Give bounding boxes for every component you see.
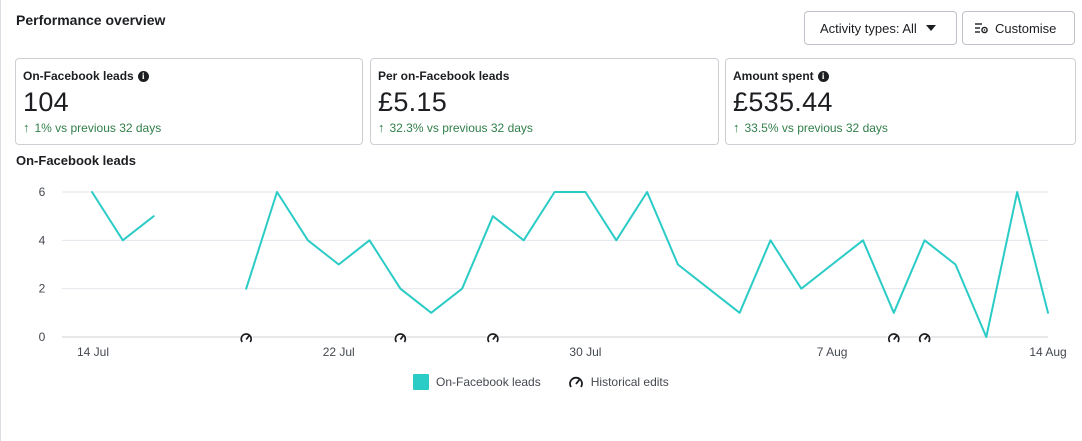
info-icon[interactable]: i [137, 70, 149, 82]
customise-label: Customise [995, 20, 1057, 36]
x-tick-label: 14 Aug [1029, 345, 1066, 359]
y-tick-label: 0 [39, 330, 46, 344]
customise-icon [975, 23, 988, 34]
metric-card-leads: On-Facebook leads i 104 ↑ 1% vs previous… [15, 58, 363, 145]
x-tick-label: 30 Jul [569, 345, 601, 359]
historical-edit-marker[interactable] [393, 331, 407, 345]
metric-delta: ↑ 33.5% vs previous 32 days [733, 120, 888, 135]
metric-value: 104 [23, 87, 69, 117]
activity-types-label: Activity types: All [820, 20, 917, 36]
line-chart: 0 2 4 6 14 Jul 22 Jul 30 Jul 7 Aug 14 Aug [39, 185, 1067, 359]
arrow-up-icon: ↑ [23, 120, 30, 135]
metric-label: On-Facebook leads i [23, 68, 355, 84]
historical-edit-marker[interactable] [239, 331, 253, 345]
metric-delta: ↑ 32.3% vs previous 32 days [378, 120, 533, 135]
info-icon[interactable]: i [817, 70, 829, 82]
metric-card-cost-per-lead: Per on-Facebook leads £5.15 ↑ 32.3% vs p… [370, 58, 719, 145]
historical-edit-icon [568, 376, 583, 388]
chart-legend: On-Facebook leads Historical edits [413, 374, 669, 390]
x-tick-label: 14 Jul [77, 345, 109, 359]
legend-item-historical-edits[interactable]: Historical edits [568, 375, 669, 389]
metric-card-amount-spent: Amount spent i £535.44 ↑ 33.5% vs previo… [725, 58, 1076, 145]
metric-delta: ↑ 1% vs previous 32 days [23, 120, 162, 135]
chart-title: On-Facebook leads [16, 153, 136, 168]
metric-value: £535.44 [733, 87, 833, 117]
historical-edit-marker[interactable] [486, 331, 500, 345]
y-tick-label: 4 [39, 233, 46, 247]
customise-button[interactable]: Customise [962, 11, 1075, 45]
page-title: Performance overview [16, 12, 166, 28]
x-tick-label: 22 Jul [323, 345, 355, 359]
y-tick-label: 2 [39, 282, 46, 296]
arrow-up-icon: ↑ [378, 120, 385, 135]
historical-edit-marker[interactable] [918, 331, 932, 345]
legend-swatch [413, 374, 429, 390]
arrow-up-icon: ↑ [733, 120, 740, 135]
legend-item-leads[interactable]: On-Facebook leads [413, 374, 541, 390]
series-line [245, 191, 1049, 338]
left-border [0, 0, 1, 441]
historical-edit-marker[interactable] [887, 331, 901, 345]
x-tick-label: 7 Aug [817, 345, 848, 359]
y-tick-label: 6 [39, 185, 46, 199]
series-line [91, 191, 155, 242]
metric-label: Per on-Facebook leads [378, 69, 510, 83]
metric-label: Amount spent i [733, 68, 1068, 84]
metric-value: £5.15 [378, 87, 448, 117]
activity-types-dropdown[interactable]: Activity types: All [804, 11, 957, 45]
caret-down-icon [925, 25, 936, 31]
